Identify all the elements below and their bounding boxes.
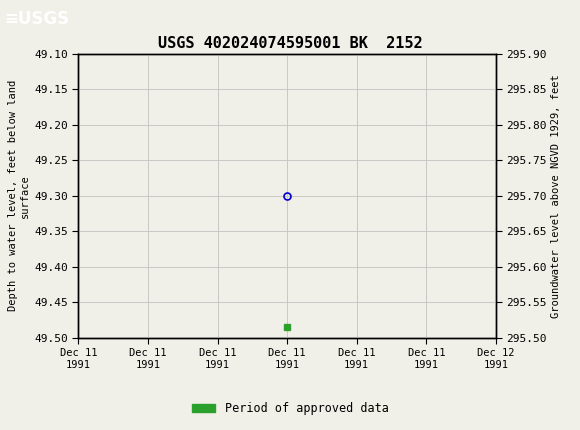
Y-axis label: Depth to water level, feet below land
surface: Depth to water level, feet below land su… [8, 80, 30, 311]
Text: USGS 402024074595001 BK  2152: USGS 402024074595001 BK 2152 [158, 36, 422, 51]
Y-axis label: Groundwater level above NGVD 1929, feet: Groundwater level above NGVD 1929, feet [551, 74, 561, 317]
Legend: Period of approved data: Period of approved data [187, 397, 393, 420]
Text: ≡USGS: ≡USGS [5, 10, 70, 28]
